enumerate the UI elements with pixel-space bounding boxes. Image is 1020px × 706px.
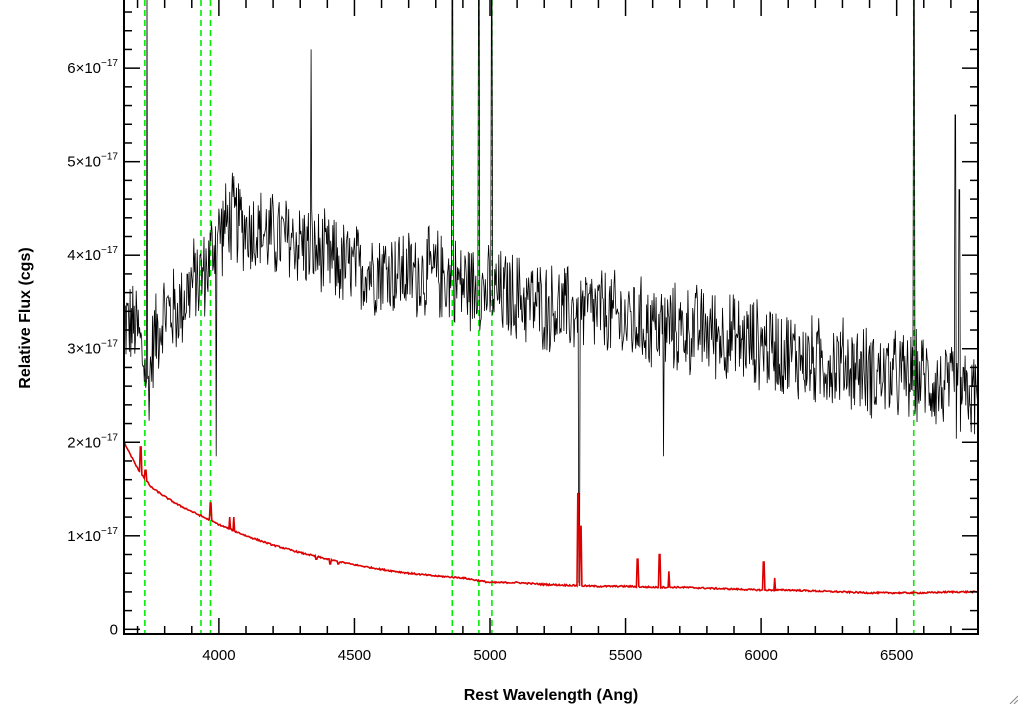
y-tick-label: 1×10−17 [67, 526, 118, 545]
x-axis-ticks: 4000 4500 5000 5500 6000 6500 [136, 0, 979, 664]
x-tick-label: 6000 [744, 647, 777, 664]
y-tick-label: 4×10−17 [67, 245, 118, 264]
x-tick-label: 6500 [880, 647, 913, 664]
y-tick-label: 0 [110, 621, 118, 638]
plot-border [123, 0, 979, 635]
y-axis-ticks: 0 1×10−17 2×10−17 3×10−17 4×10−17 5×10−17 6×10… [67, 11, 978, 638]
x-tick-label: 4000 [202, 647, 235, 664]
plot-frame [123, 0, 979, 635]
y-tick-label: 2×10−17 [67, 432, 118, 451]
spectrum-series [123, 0, 979, 596]
y-tick-label: 6×10−17 [67, 58, 118, 77]
red-model-line [123, 442, 979, 596]
reference-lines [144, 0, 915, 634]
y-tick-label: 3×10−17 [67, 339, 118, 358]
x-tick-label: 5000 [473, 647, 506, 664]
x-axis-title: Rest Wavelength (Ang) [464, 687, 639, 704]
black-spectrum-line [123, 0, 979, 583]
y-axis-title: Relative Flux (cgs) [17, 247, 34, 388]
x-tick-label: 4500 [338, 647, 371, 664]
y-tick-label: 5×10−17 [67, 152, 118, 171]
x-tick-label: 5500 [609, 647, 642, 664]
resize-grip-icon[interactable] [1008, 694, 1018, 704]
